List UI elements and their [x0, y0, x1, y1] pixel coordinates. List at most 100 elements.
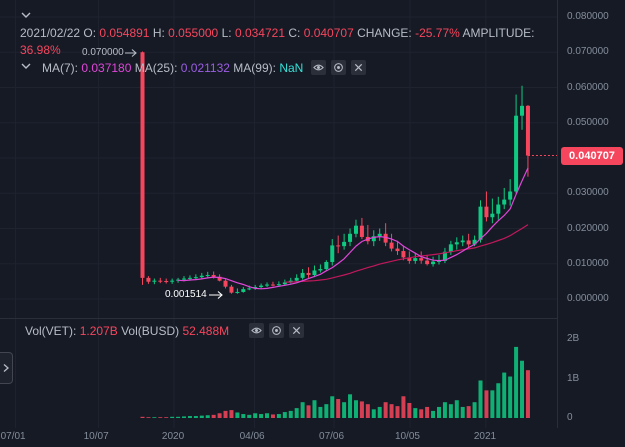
arrow-right-icon	[209, 291, 223, 299]
candle-body	[413, 258, 418, 261]
candle-body	[460, 240, 465, 243]
candle-body	[437, 260, 441, 262]
volume-bar	[359, 401, 364, 418]
amplitude-label: AMPLITUDE:	[462, 26, 535, 40]
ma-close-button[interactable]	[351, 60, 366, 75]
volume-bar	[437, 406, 441, 418]
volume-bar	[478, 380, 483, 418]
candle-body	[348, 233, 353, 242]
low-label: L:	[221, 26, 232, 40]
candle-body	[419, 258, 424, 261]
time-tick-label: 07/01	[0, 431, 26, 442]
ma7-line	[178, 167, 529, 290]
volume-bar	[182, 416, 187, 418]
open-label: O:	[83, 26, 97, 40]
candle-body	[502, 199, 507, 205]
vol-close-button[interactable]	[289, 323, 304, 338]
volume-bar	[259, 414, 264, 418]
price-volume-chart[interactable]	[0, 0, 557, 428]
volume-bar	[158, 417, 163, 418]
volume-bar	[235, 412, 240, 418]
high-value: 0.055000	[168, 26, 219, 40]
candle-body	[389, 242, 394, 249]
candle-body	[377, 233, 382, 237]
eye-icon	[313, 64, 324, 71]
volume-bar	[348, 394, 353, 418]
low-value: 0.034721	[234, 26, 285, 40]
candle-body	[431, 261, 436, 265]
volume-tick-label: 2B	[567, 333, 580, 344]
candle-body	[508, 191, 513, 200]
candle-body	[193, 277, 198, 279]
candle-body	[253, 287, 258, 289]
candle-body	[211, 275, 216, 277]
candle-body	[276, 284, 281, 286]
volume-bar	[472, 402, 477, 418]
candle-body	[442, 251, 447, 261]
volume-bar	[365, 404, 370, 418]
chevron-right-icon	[3, 364, 9, 372]
candle-body	[158, 280, 163, 282]
candle-body	[425, 260, 430, 265]
volume-bar	[431, 410, 436, 418]
candle-body	[472, 239, 477, 245]
volume-bar	[146, 417, 151, 418]
settings-icon	[272, 326, 281, 335]
volume-bar	[253, 413, 258, 418]
volume-bar	[241, 414, 246, 418]
ma25-label: MA(25):	[134, 61, 178, 75]
volume-bar	[508, 376, 513, 418]
expand-panel-button[interactable]	[0, 352, 13, 384]
candle-body	[407, 257, 412, 261]
volume-bar	[217, 413, 222, 418]
volume-bar	[395, 406, 400, 418]
volume-bar	[502, 372, 507, 418]
candle-body	[300, 272, 305, 278]
chevron-down-icon[interactable]	[20, 61, 32, 71]
volume-bar	[496, 383, 501, 418]
volume-legend: Vol(VET): 1.207B Vol(BUSD) 52.488M	[25, 324, 229, 338]
candle-body	[217, 276, 222, 281]
volume-bar	[312, 400, 317, 418]
vol-busd-label: Vol(BUSD)	[121, 324, 180, 338]
candle-body	[223, 280, 228, 287]
ohlc-legend: 2021/02/22 O: 0.054891 H: 0.055000 L: 0.…	[20, 26, 535, 40]
vol-visibility-button[interactable]	[249, 323, 264, 338]
volume-bar	[448, 404, 453, 418]
pane-divider[interactable]	[0, 318, 557, 319]
volume-tick-label: 0	[567, 412, 573, 423]
volume-bar	[425, 406, 430, 418]
volume-bar	[383, 402, 388, 418]
volume-bar	[164, 417, 169, 418]
volume-bar	[300, 402, 305, 418]
time-tick-label: 10/05	[394, 431, 420, 442]
price-axis-border	[557, 0, 558, 428]
candle-body	[282, 282, 287, 285]
candle-body	[294, 277, 299, 281]
volume-bar	[205, 415, 210, 418]
candle-body	[336, 245, 341, 247]
ma-visibility-button[interactable]	[311, 60, 326, 75]
candle-body	[466, 240, 471, 245]
volume-bar	[413, 408, 418, 418]
candle-body	[318, 269, 323, 271]
volume-bar	[330, 396, 335, 418]
low-marker-label: 0.001514	[165, 289, 207, 300]
candle-body	[140, 52, 145, 278]
candle-body	[359, 225, 364, 237]
candle-body	[330, 245, 335, 262]
volume-bar	[324, 404, 329, 418]
volume-bar	[294, 408, 299, 418]
current-price-tag: 0.040707	[561, 147, 623, 165]
vol-busd-value: 52.488M	[182, 324, 230, 338]
time-tick-label: 04/06	[239, 431, 265, 442]
volume-bar	[389, 404, 394, 418]
vol-settings-button[interactable]	[269, 323, 284, 338]
volume-bar	[288, 410, 293, 418]
chevron-down-icon[interactable]	[20, 10, 32, 20]
ma-settings-button[interactable]	[331, 60, 346, 75]
volume-bar	[466, 406, 471, 418]
open-value: 0.054891	[99, 26, 150, 40]
candle-body	[306, 272, 311, 276]
volume-bar	[282, 412, 287, 418]
